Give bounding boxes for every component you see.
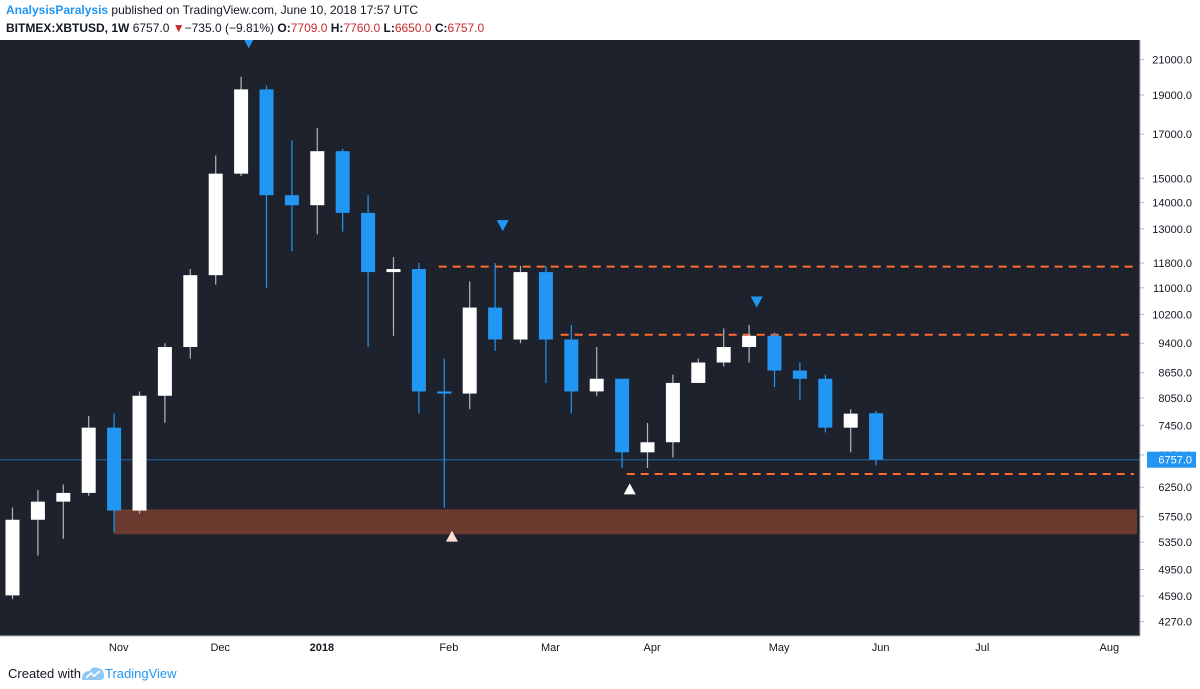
- time-axis-background: [0, 636, 1140, 658]
- candle-body[interactable]: [5, 519, 20, 596]
- publish-line: AnalysisParalysis published on TradingVi…: [6, 3, 418, 17]
- candle-body[interactable]: [361, 212, 376, 273]
- published-text: published on TradingView.com, June 10, 2…: [111, 3, 419, 17]
- price-tick-label: 11800.0: [1153, 258, 1192, 270]
- chart-area[interactable]: 21000.0 19000.0 17000.0 15000.0 14000.0 13000…: [0, 37, 1200, 658]
- candle-body[interactable]: [411, 269, 426, 392]
- time-tick-label: Apr: [644, 642, 661, 654]
- price-tick-label: 15000.0: [1152, 173, 1192, 185]
- up-marker-icon: [623, 483, 636, 495]
- candle-body[interactable]: [462, 307, 477, 394]
- price-axis-background: [1140, 40, 1200, 658]
- price-tick-label: 14000.0: [1152, 198, 1192, 210]
- last-price: 6757.0: [132, 21, 170, 35]
- price-tick-label: 21000.0: [1152, 55, 1192, 67]
- tradingview-logo-icon: [82, 667, 104, 680]
- price-tick-label: 7450.0: [1158, 420, 1192, 432]
- candle-body[interactable]: [513, 272, 528, 340]
- symbol-label[interactable]: BITMEX:XBTUSD, 1W: [6, 21, 130, 35]
- price-tick-label: 8650.0: [1158, 368, 1192, 380]
- support-zone: [113, 509, 1138, 535]
- time-tick-label: Jul: [975, 642, 989, 654]
- candle-body[interactable]: [386, 269, 401, 273]
- candle-body[interactable]: [183, 275, 198, 348]
- time-tick-label: Aug: [1099, 642, 1119, 654]
- price-tick-label: 6250.0: [1158, 482, 1192, 494]
- price-tick-label: 8050.0: [1158, 393, 1192, 405]
- created-with-text: Created with: [8, 666, 81, 681]
- price-tick-label: 13000.0: [1152, 224, 1192, 236]
- candlestick-chart[interactable]: 21000.0 19000.0 17000.0 15000.0 14000.0 13000…: [0, 37, 1200, 658]
- candle-body[interactable]: [767, 335, 782, 371]
- open-value: 7709.0: [290, 21, 328, 35]
- time-tick-label: Feb: [439, 642, 458, 654]
- candle-body[interactable]: [208, 173, 223, 276]
- current-price-label: 6757.0: [1158, 455, 1192, 467]
- candle-body[interactable]: [665, 382, 680, 443]
- candle-body[interactable]: [30, 501, 45, 520]
- time-tick-label: Dec: [210, 642, 230, 654]
- open-label: O:: [277, 21, 291, 35]
- candle-body[interactable]: [792, 370, 807, 379]
- down-marker-icon: [750, 296, 763, 308]
- candle-body[interactable]: [869, 413, 884, 460]
- candle-body[interactable]: [843, 413, 858, 428]
- close-value: 6757.0: [447, 21, 485, 35]
- candle-body[interactable]: [716, 347, 731, 363]
- price-tick-label: 19000.0: [1152, 90, 1192, 102]
- candle-body[interactable]: [335, 151, 350, 213]
- down-arrow-icon: ▼: [172, 21, 185, 35]
- current-price-badge: [1147, 451, 1196, 468]
- time-tick-label: Nov: [109, 642, 129, 654]
- price-tick-label: 4270.0: [1158, 617, 1192, 629]
- price-tick-label: 5350.0: [1158, 537, 1192, 549]
- footer: Created with TradingView: [0, 658, 1200, 689]
- price-tick-label: 10200.0: [1152, 309, 1192, 321]
- candle-body[interactable]: [564, 339, 579, 392]
- time-tick-label: May: [769, 642, 790, 654]
- price-tick-label: 4950.0: [1158, 565, 1192, 577]
- symbol-line: BITMEX:XBTUSD, 1W 6757.0 ▼−735.0 (−9.81%…: [6, 21, 484, 35]
- price-tick-label: 4590.0: [1158, 591, 1192, 603]
- down-marker-icon: [242, 37, 255, 49]
- candle-body[interactable]: [132, 395, 147, 511]
- candle-body[interactable]: [640, 442, 655, 453]
- price-tick-label: 17000.0: [1152, 129, 1192, 141]
- chart-header: AnalysisParalysis published on TradingVi…: [0, 0, 1200, 40]
- up-marker-icon: [445, 530, 458, 542]
- time-tick-label: Jun: [872, 642, 890, 654]
- candle-body[interactable]: [437, 391, 452, 394]
- candle-body[interactable]: [81, 427, 96, 493]
- candle-body[interactable]: [234, 89, 249, 174]
- candle-body[interactable]: [107, 427, 122, 511]
- down-marker-icon: [496, 220, 509, 232]
- candle-body[interactable]: [259, 89, 274, 196]
- candle-body[interactable]: [589, 378, 604, 392]
- time-tick-label: Mar: [541, 642, 560, 654]
- candle-body[interactable]: [284, 195, 299, 206]
- high-label: H:: [330, 21, 344, 35]
- candle-body[interactable]: [157, 347, 172, 396]
- candle-body[interactable]: [742, 335, 757, 348]
- candle-body[interactable]: [310, 151, 325, 206]
- price-change: −735.0 (−9.81%): [184, 21, 275, 35]
- price-tick-label: 9400.0: [1158, 338, 1192, 350]
- candle-body[interactable]: [56, 492, 71, 502]
- plot-background: [0, 40, 1140, 636]
- candle-body[interactable]: [538, 272, 553, 340]
- candle-body[interactable]: [488, 307, 503, 340]
- candle-body[interactable]: [691, 362, 706, 383]
- price-tick-label: 11000.0: [1153, 283, 1192, 295]
- candle-body[interactable]: [615, 378, 630, 453]
- tradingview-brand-link[interactable]: TradingView: [105, 666, 177, 681]
- high-value: 7760.0: [343, 21, 381, 35]
- low-value: 6650.0: [394, 21, 432, 35]
- low-label: L:: [383, 21, 395, 35]
- time-tick-label: 2018: [310, 642, 334, 654]
- close-label: C:: [434, 21, 448, 35]
- author-link[interactable]: AnalysisParalysis: [6, 3, 109, 17]
- price-tick-label: 5750.0: [1158, 512, 1192, 524]
- candle-body[interactable]: [818, 378, 833, 428]
